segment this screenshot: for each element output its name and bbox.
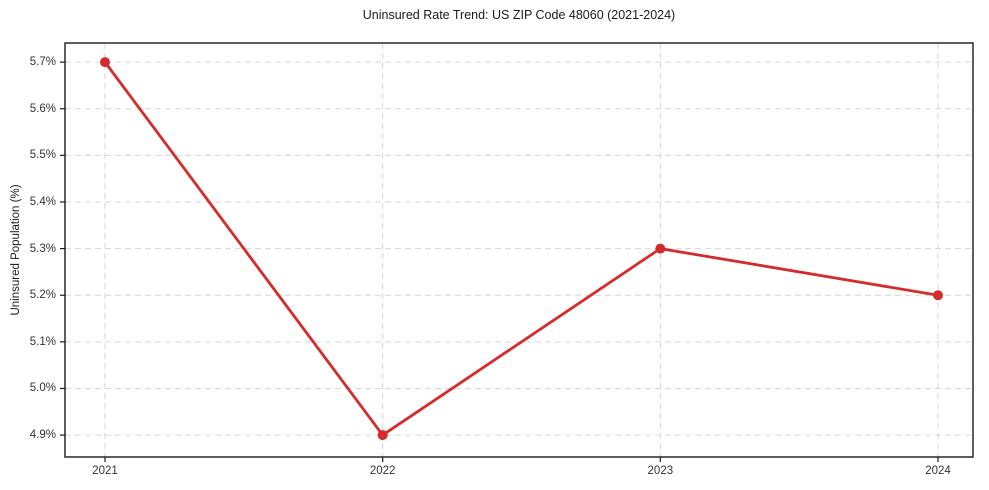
data-point-marker [655,243,666,254]
y-tick-label: 5.1% [29,335,56,348]
x-tick-label: 2021 [92,465,118,477]
y-tick-label: 5.0% [29,382,56,395]
x-tick-label: 2022 [369,465,396,477]
y-tick-label: 5.5% [29,149,56,162]
x-tick-label: 2024 [925,465,951,477]
y-tick-label: 5.4% [29,195,56,208]
y-tick-label: 5.3% [29,242,56,255]
trend-line [103,60,940,437]
chart-title: Uninsured Rate Trend: US ZIP Code 48060 … [362,8,676,22]
y-tick-label: 5.7% [29,56,56,69]
data-point-marker [933,290,943,301]
plot-border [64,42,974,458]
y-tick-label: 4.9% [29,429,56,442]
data-point-marker [100,57,110,68]
y-tick-label: 5.2% [29,289,56,302]
x-tick-label: 2023 [647,465,674,477]
y-tick-label: 5.6% [29,102,56,115]
data-point-marker [377,430,388,441]
